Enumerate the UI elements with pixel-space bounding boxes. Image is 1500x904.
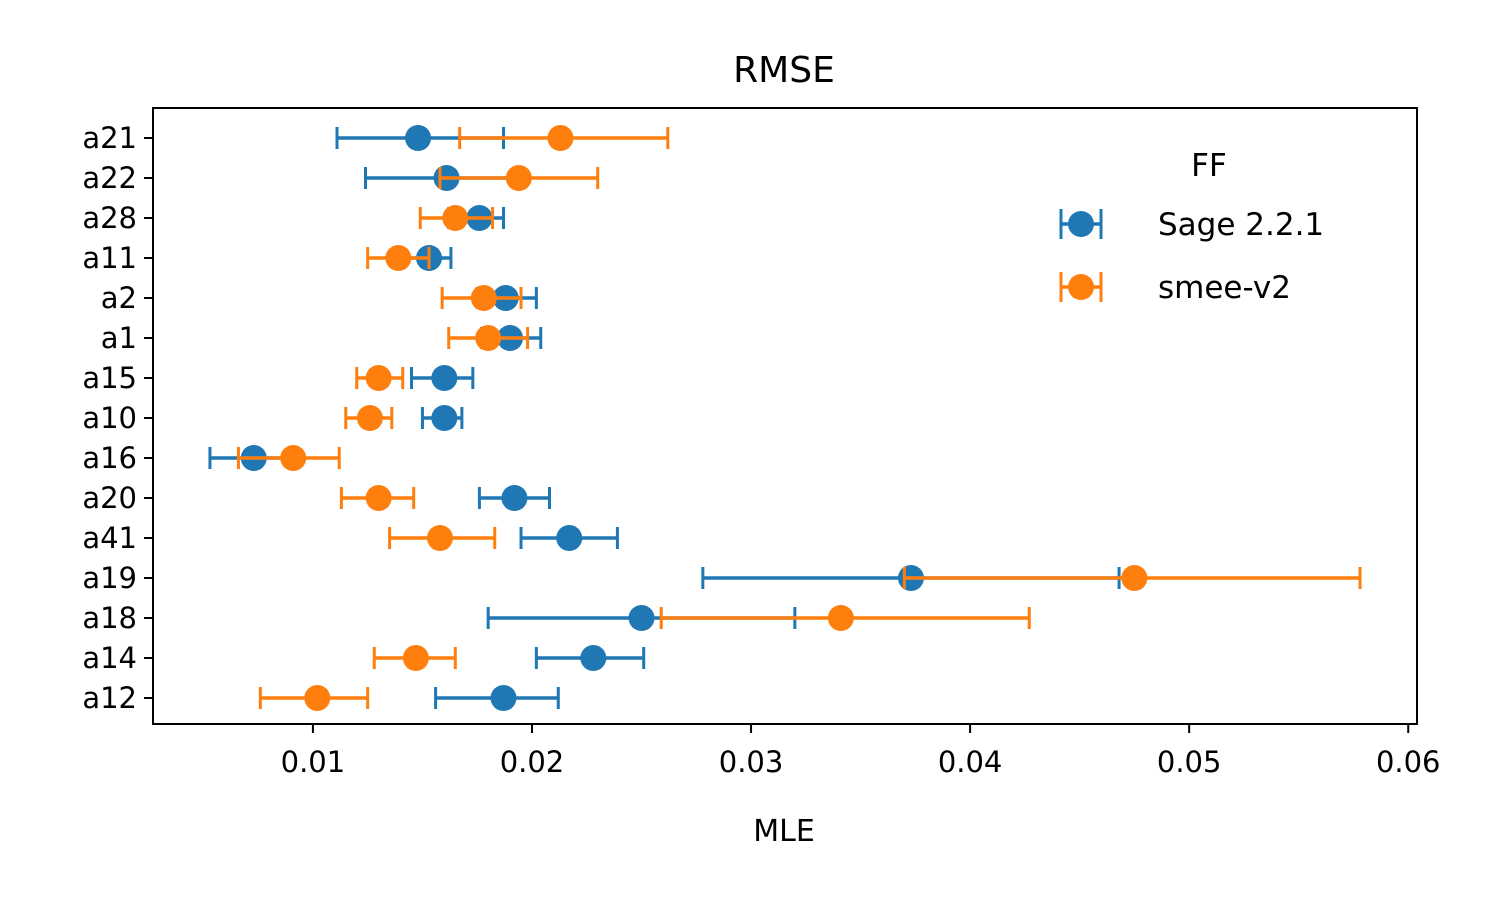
data-point — [475, 325, 502, 351]
data-point — [385, 245, 412, 271]
y-tick-label: a16 — [82, 441, 137, 475]
data-point — [365, 485, 392, 511]
data-point — [405, 125, 432, 151]
x-tick-label: 0.06 — [1376, 745, 1441, 779]
data-point — [356, 405, 383, 431]
series-1 — [236, 125, 1362, 711]
data-point — [280, 445, 307, 471]
y-tick-label: a10 — [82, 401, 137, 435]
data-point — [505, 165, 532, 191]
data-point — [580, 645, 607, 671]
y-tick-label: a28 — [82, 201, 137, 235]
y-tick-label: a41 — [82, 521, 137, 555]
legend-label: Sage 2.2.1 — [1158, 207, 1324, 243]
y-tick-label: a18 — [82, 601, 137, 635]
y-tick-label: a15 — [82, 361, 137, 395]
legend-marker-point — [1068, 274, 1094, 300]
data-point — [556, 525, 583, 551]
legend: FF Sage 2.2.1 smee-v2 — [1059, 148, 1324, 306]
plot-frame — [152, 107, 1418, 725]
y-tick-label: a22 — [82, 161, 137, 195]
y-tick-label: a20 — [82, 481, 137, 515]
data-point — [827, 605, 854, 631]
y-tick-label: a14 — [82, 641, 137, 675]
y-tick-label: a12 — [82, 681, 137, 715]
data-point — [490, 685, 517, 711]
x-tick-label: 0.04 — [938, 745, 1003, 779]
y-tick-label: a2 — [101, 281, 137, 315]
y-tick-label: a1 — [101, 321, 137, 355]
data-point — [365, 365, 392, 391]
legend-label: smee-v2 — [1158, 270, 1291, 306]
x-tick-label: 0.05 — [1157, 745, 1222, 779]
y-tick-label: a19 — [82, 561, 137, 595]
data-point — [426, 525, 453, 551]
y-axis-ticks: a21 a22 a28 a11 a2 a1 a15 a10 a16 a20 a41 a19 a18 a14… — [82, 121, 153, 715]
x-tick-label: 0.02 — [500, 745, 565, 779]
y-tick-label: a11 — [82, 241, 137, 275]
data-point — [501, 485, 528, 511]
x-tick-label: 0.01 — [281, 745, 346, 779]
y-tick-label: a21 — [82, 121, 137, 155]
data-point — [402, 645, 429, 671]
data-point — [547, 125, 574, 151]
chart-title: RMSE — [733, 50, 835, 91]
data-point — [1121, 565, 1148, 591]
plot-area — [208, 125, 1362, 711]
data-point — [442, 205, 469, 231]
data-point — [304, 685, 331, 711]
data-point — [628, 605, 655, 631]
legend-marker-point — [1068, 211, 1094, 237]
data-point — [470, 285, 497, 311]
data-point — [431, 365, 458, 391]
x-axis-ticks: 0.01 0.02 0.03 0.04 0.05 0.06 — [281, 724, 1441, 779]
data-point — [431, 405, 458, 431]
x-tick-label: 0.03 — [719, 745, 784, 779]
legend-title: FF — [1191, 148, 1227, 184]
x-axis-title: MLE — [753, 814, 815, 849]
